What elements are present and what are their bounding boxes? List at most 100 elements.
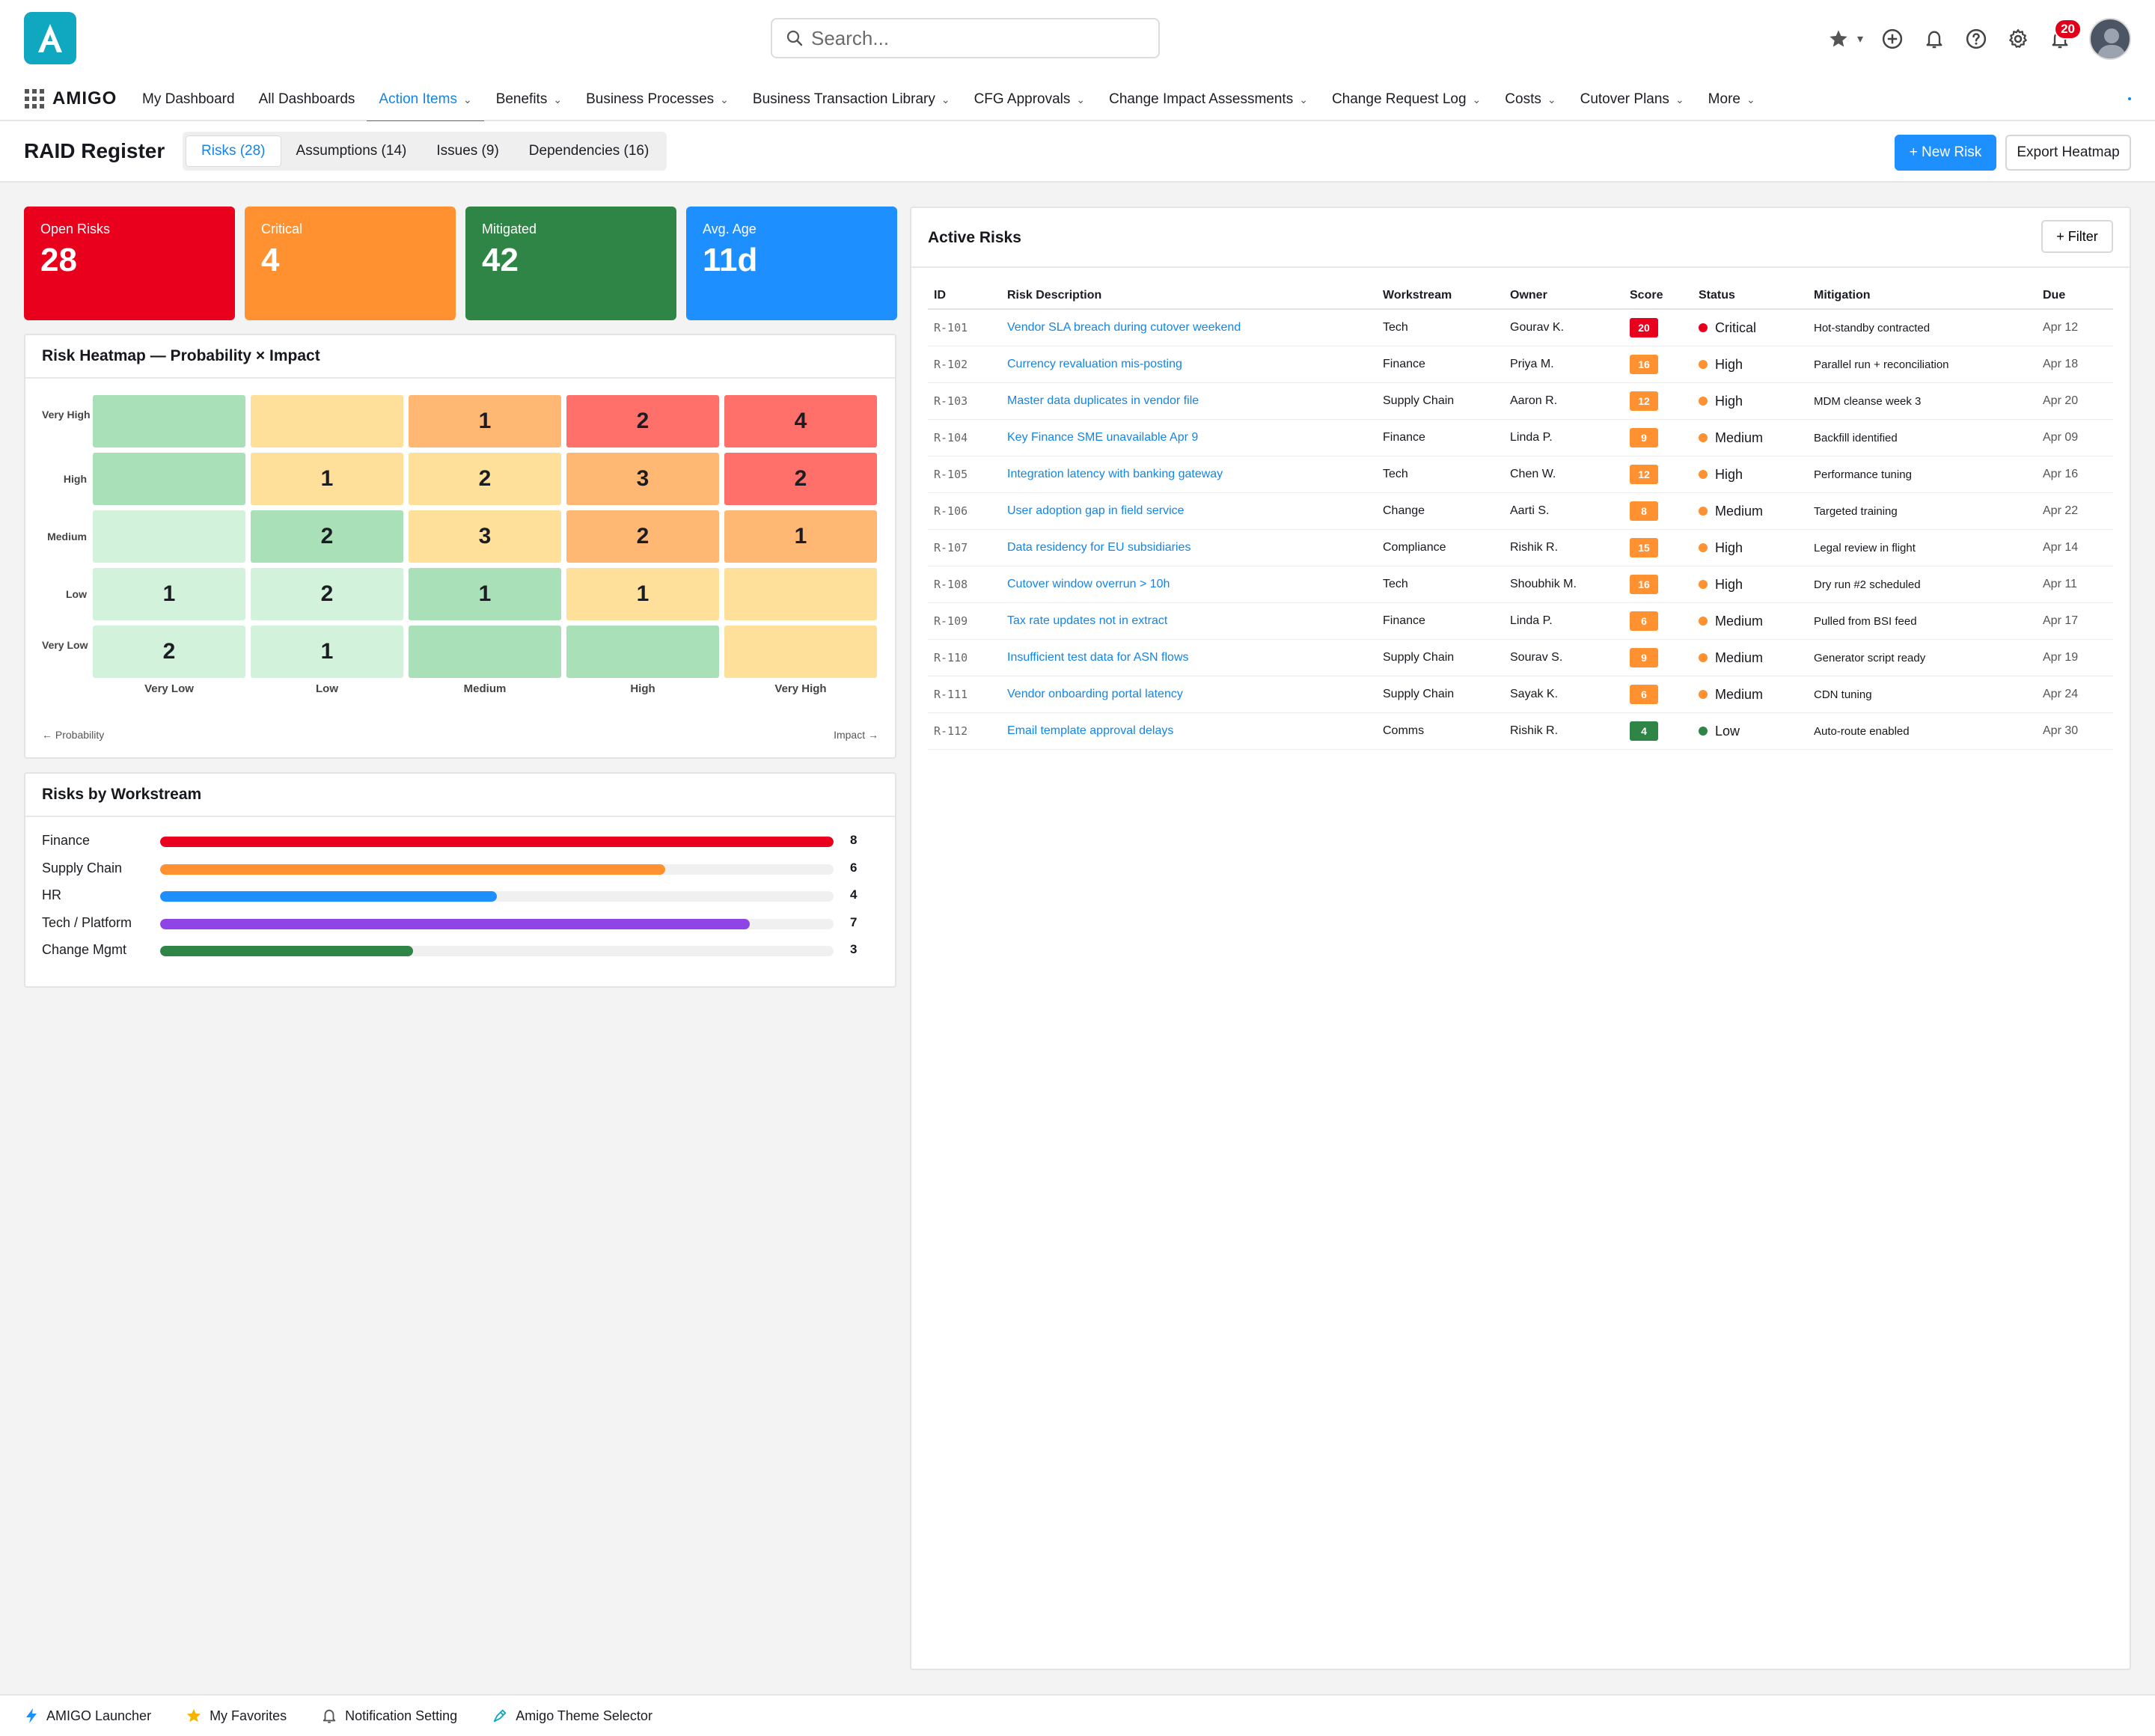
- kpi-card-mitigated[interactable]: Mitigated 42: [465, 207, 676, 320]
- risk-description-link[interactable]: Vendor SLA breach during cutover weekend: [1007, 321, 1241, 334]
- table-row[interactable]: R-106 User adoption gap in field service C…: [928, 493, 2113, 530]
- nav-item-cutover-plans[interactable]: Cutover Plans ⌄: [1568, 78, 1696, 121]
- risk-description-link[interactable]: Tax rate updates not in extract: [1007, 614, 1168, 627]
- col-id[interactable]: ID: [934, 289, 946, 302]
- risk-description-link[interactable]: Integration latency with banking gateway: [1007, 468, 1223, 480]
- col-workstream[interactable]: Workstream: [1383, 289, 1452, 302]
- workstream-bar-fill[interactable]: [160, 891, 497, 902]
- tab-assumptions[interactable]: Assumptions (14): [296, 143, 407, 159]
- heatmap-cell[interactable]: 1: [93, 568, 245, 620]
- workstream-bar-fill[interactable]: [160, 837, 834, 847]
- heatmap-cell[interactable]: 2: [93, 626, 245, 678]
- nav-item-my-dashboard[interactable]: My Dashboard: [130, 78, 247, 121]
- user-avatar[interactable]: [2089, 18, 2131, 60]
- nav-item-change-request-log[interactable]: Change Request Log ⌄: [1320, 78, 1493, 121]
- nav-item-all-dashboards[interactable]: All Dashboards: [247, 78, 367, 121]
- app-logo[interactable]: [24, 12, 76, 64]
- heatmap-cell[interactable]: [566, 626, 719, 678]
- workstream-bar-fill[interactable]: [160, 946, 413, 956]
- export-heatmap-button[interactable]: Export Heatmap: [2005, 135, 2131, 171]
- heatmap-cell[interactable]: 2: [566, 395, 719, 447]
- search-box[interactable]: [771, 18, 1160, 58]
- nav-item-business-transaction-library[interactable]: Business Transaction Library ⌄: [741, 78, 962, 121]
- risk-description-link[interactable]: Email template approval delays: [1007, 724, 1174, 737]
- col-due[interactable]: Due: [2043, 289, 2066, 302]
- col-score[interactable]: Score: [1630, 289, 1663, 302]
- heatmap-cell[interactable]: 2: [251, 568, 403, 620]
- nav-item-action-items[interactable]: Action Items ⌄: [367, 78, 484, 123]
- bell-outline-icon[interactable]: [1922, 26, 1947, 52]
- new-risk-button[interactable]: + New Risk: [1895, 135, 1996, 171]
- risk-description-link[interactable]: Data residency for EU subsidiaries: [1007, 541, 1191, 554]
- heatmap-cell[interactable]: [724, 568, 877, 620]
- heatmap-cell[interactable]: 1: [251, 453, 403, 505]
- table-row[interactable]: R-107 Data residency for EU subsidiaries C…: [928, 530, 2113, 566]
- heatmap-cell[interactable]: [93, 510, 245, 563]
- table-row[interactable]: R-105 Integration latency with banking ga…: [928, 456, 2113, 493]
- col-mitigation[interactable]: Mitigation: [1814, 289, 1871, 302]
- table-row[interactable]: R-108 Cutover window overrun > 10h Tech Sho…: [928, 566, 2113, 603]
- col-status[interactable]: Status: [1699, 289, 1735, 302]
- heatmap-cell[interactable]: [251, 395, 403, 447]
- nav-item-benefits[interactable]: Benefits ⌄: [484, 78, 574, 121]
- nav-item-business-processes[interactable]: Business Processes ⌄: [574, 78, 741, 121]
- nav-item-change-impact-assessments[interactable]: Change Impact Assessments ⌄: [1097, 78, 1320, 121]
- footer-amigo-launcher[interactable]: AMIGO Launcher: [24, 1708, 151, 1724]
- table-row[interactable]: R-104 Key Finance SME unavailable Apr 9 Fi…: [928, 420, 2113, 456]
- nav-item-costs[interactable]: Costs ⌄: [1493, 78, 1568, 121]
- heatmap-cell[interactable]: [724, 626, 877, 678]
- help-icon[interactable]: [1963, 26, 1989, 52]
- heatmap-cell[interactable]: 2: [409, 453, 561, 505]
- kpi-card-open-risks[interactable]: Open Risks 28: [24, 207, 235, 320]
- app-grid-icon[interactable]: [24, 88, 45, 109]
- table-row[interactable]: R-103 Master data duplicates in vendor fi…: [928, 383, 2113, 420]
- table-row[interactable]: R-110 Insufficient test data for ASN flow…: [928, 640, 2113, 676]
- risk-description-link[interactable]: Cutover window overrun > 10h: [1007, 578, 1170, 590]
- table-row[interactable]: R-102 Currency revaluation mis-posting Fin…: [928, 346, 2113, 383]
- workstream-bar-fill[interactable]: [160, 918, 750, 929]
- heatmap-cell[interactable]: 1: [409, 568, 561, 620]
- risk-description-link[interactable]: Key Finance SME unavailable Apr 9: [1007, 431, 1199, 444]
- heatmap-cell[interactable]: 2: [566, 510, 719, 563]
- heatmap-cell[interactable]: [93, 453, 245, 505]
- col-description[interactable]: Risk Description: [1007, 289, 1102, 302]
- nav-item-more[interactable]: More ⌄: [1696, 78, 1767, 121]
- kpi-card-avg-age[interactable]: Avg. Age 11d: [686, 207, 897, 320]
- workstream-bar-fill[interactable]: [160, 864, 665, 875]
- col-owner[interactable]: Owner: [1510, 289, 1547, 302]
- footer-notification-setting[interactable]: Notification Setting: [321, 1708, 457, 1724]
- tab-issues[interactable]: Issues (9): [436, 143, 499, 159]
- heatmap-cell[interactable]: 1: [724, 510, 877, 563]
- table-row[interactable]: R-111 Vendor onboarding portal latency Sup…: [928, 676, 2113, 713]
- risk-description-link[interactable]: User adoption gap in field service: [1007, 504, 1185, 517]
- heatmap-cell[interactable]: 2: [251, 510, 403, 563]
- gear-icon[interactable]: [2005, 26, 2031, 52]
- heatmap-cell[interactable]: 2: [724, 453, 877, 505]
- plus-circle-icon[interactable]: [1880, 26, 1905, 52]
- risk-description-link[interactable]: Insufficient test data for ASN flows: [1007, 651, 1189, 664]
- kpi-card-critical[interactable]: Critical 4: [245, 207, 456, 320]
- risk-description-link[interactable]: Vendor onboarding portal latency: [1007, 688, 1183, 700]
- risk-description-link[interactable]: Currency revaluation mis-posting: [1007, 358, 1182, 370]
- heatmap-cell[interactable]: 4: [724, 395, 877, 447]
- heatmap-cell[interactable]: 1: [409, 395, 561, 447]
- table-row[interactable]: R-109 Tax rate updates not in extract Fina…: [928, 603, 2113, 640]
- brand-name[interactable]: AMIGO: [52, 88, 117, 109]
- risk-description-link[interactable]: Master data duplicates in vendor file: [1007, 394, 1199, 407]
- heatmap-cell[interactable]: 3: [409, 510, 561, 563]
- heatmap-cell[interactable]: 1: [251, 626, 403, 678]
- table-row[interactable]: R-112 Email template approval delays Comms…: [928, 713, 2113, 750]
- tab-dependencies[interactable]: Dependencies (16): [528, 143, 649, 159]
- heatmap-cell[interactable]: [93, 395, 245, 447]
- tab-risks[interactable]: Risks (28): [186, 135, 281, 167]
- heatmap-cell[interactable]: 1: [566, 568, 719, 620]
- footer-amigo-theme-selector[interactable]: Amigo Theme Selector: [492, 1708, 652, 1724]
- search-input[interactable]: [811, 26, 1140, 50]
- notification-bell-icon[interactable]: 20: [2047, 19, 2082, 52]
- heatmap-cell[interactable]: [409, 626, 561, 678]
- table-row[interactable]: R-101 Vendor SLA breach during cutover we…: [928, 310, 2113, 346]
- star-icon[interactable]: [1826, 26, 1851, 52]
- favorites-dropdown-caret[interactable]: ▾: [1856, 33, 1863, 46]
- footer-my-favorites[interactable]: My Favorites: [186, 1708, 287, 1724]
- heatmap-cell[interactable]: 3: [566, 453, 719, 505]
